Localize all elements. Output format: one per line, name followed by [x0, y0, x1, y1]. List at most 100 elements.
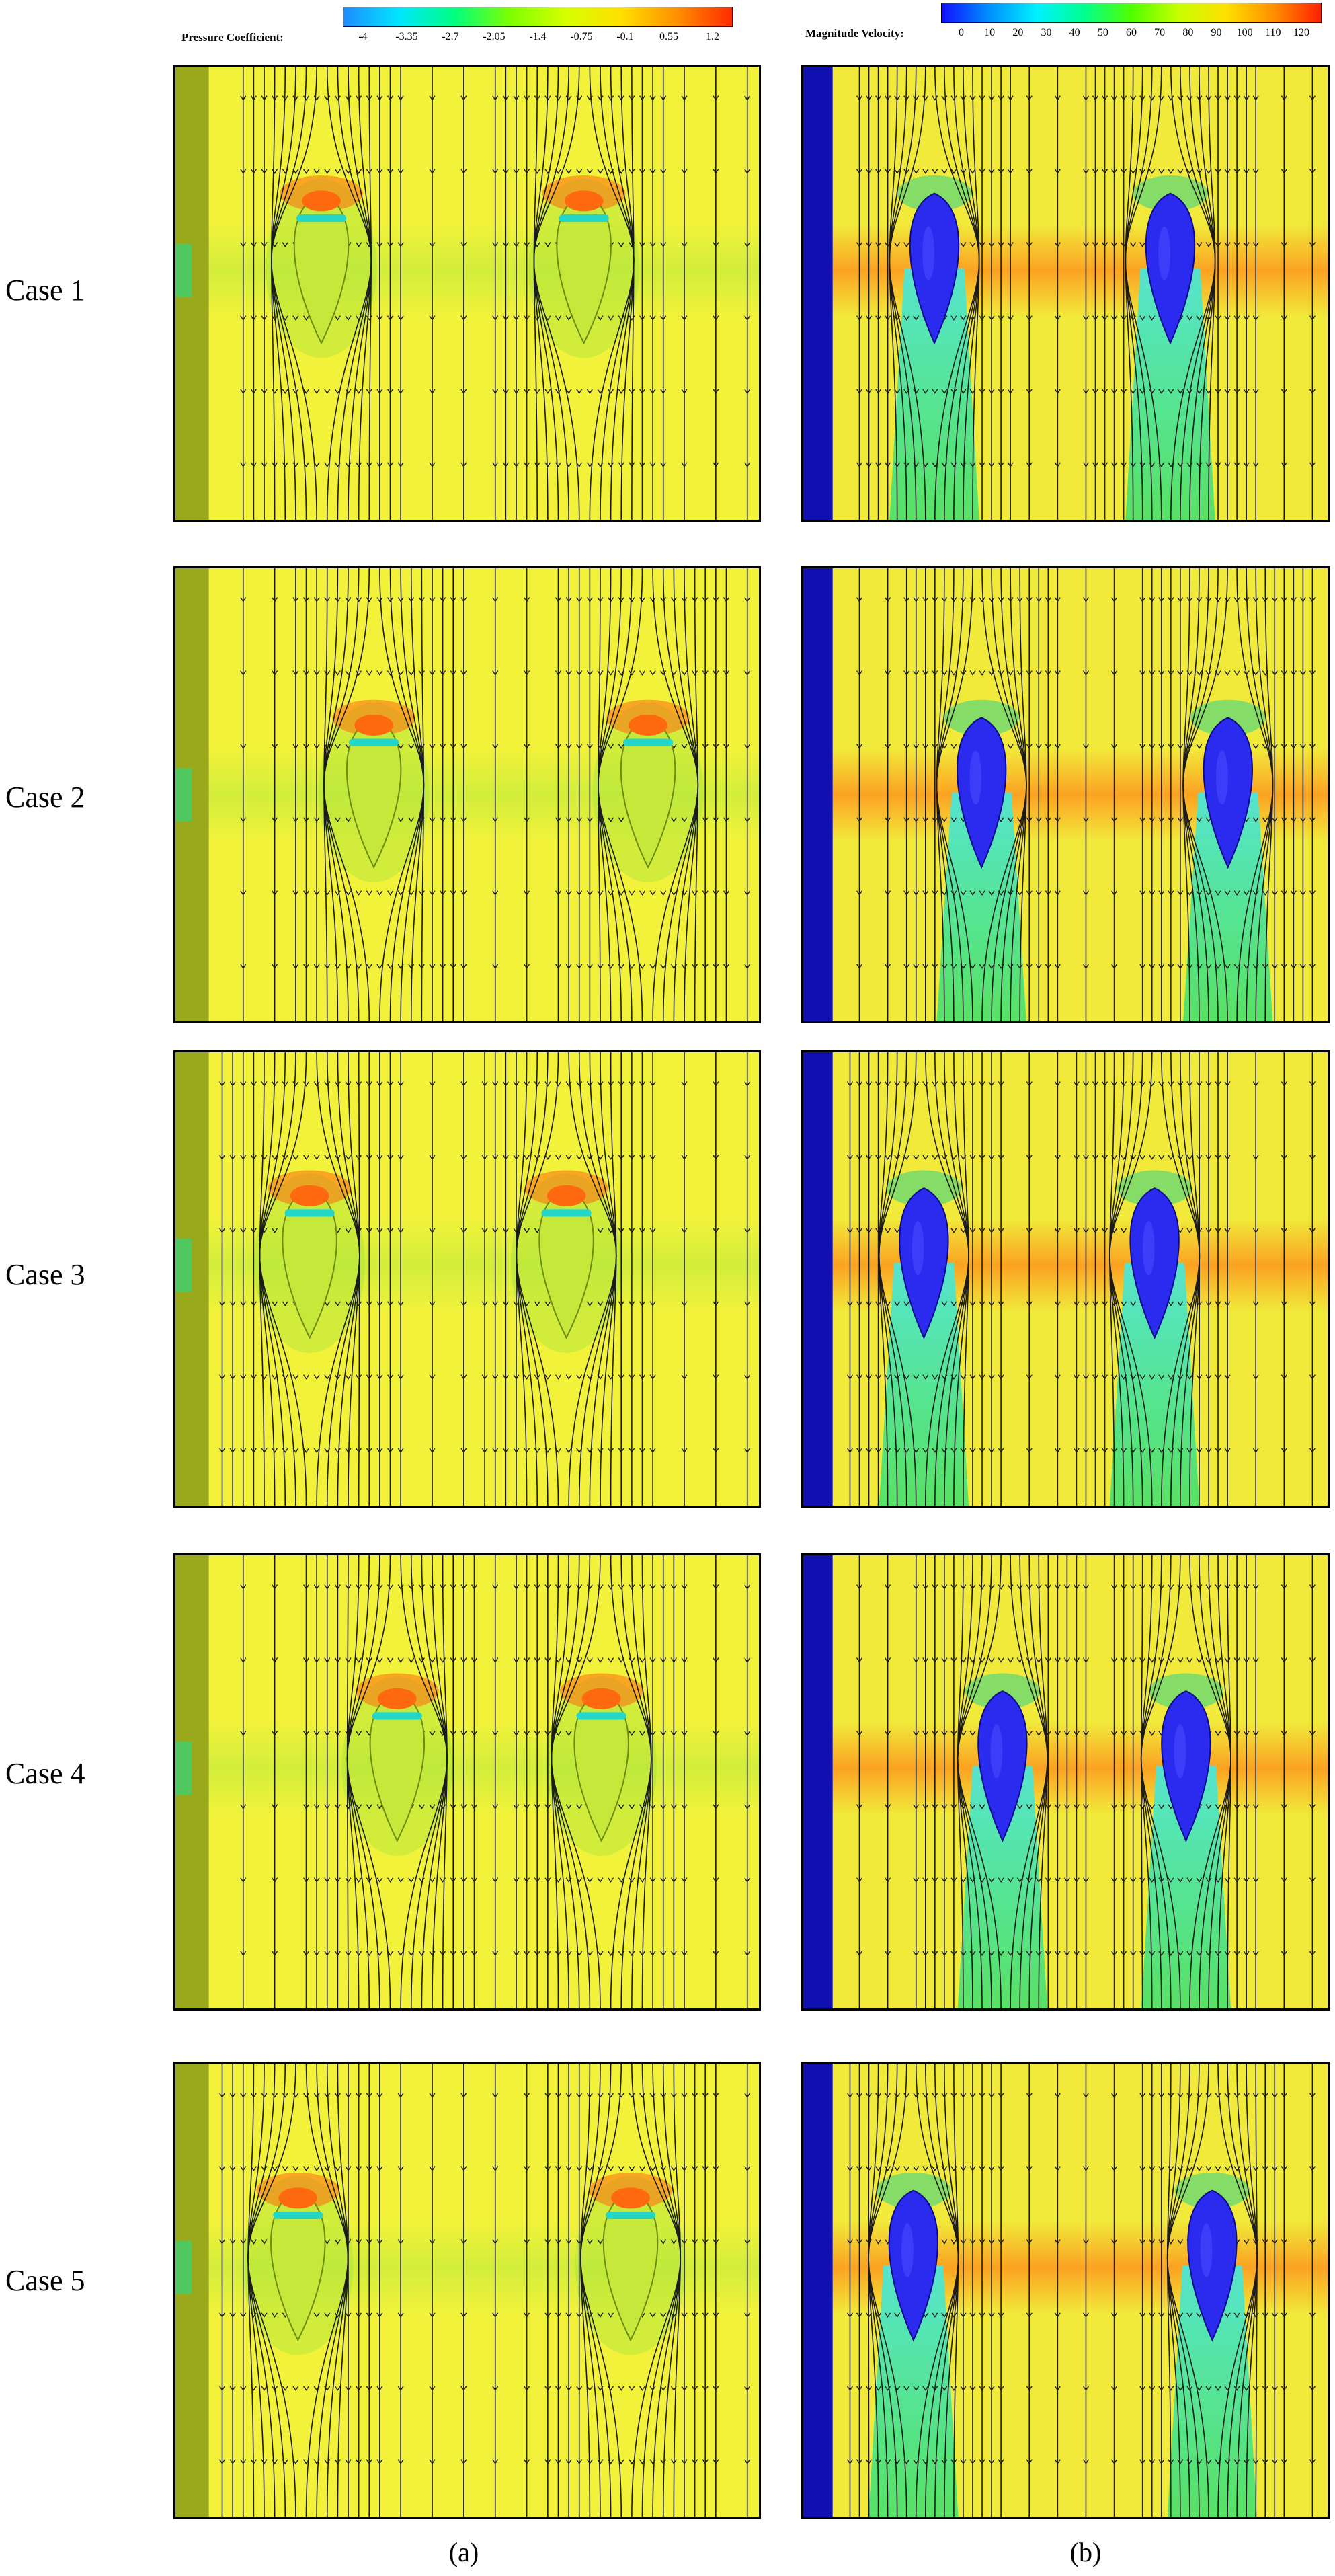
hull-shape	[909, 192, 960, 345]
wake-region	[1109, 1263, 1200, 1506]
hull-highlight	[1142, 1221, 1155, 1276]
hull-band	[273, 2211, 323, 2219]
wake-region	[889, 268, 979, 520]
pressure-tick-label: -1.4	[529, 31, 547, 42]
hull-band	[296, 214, 347, 222]
wake-region	[1167, 2265, 1258, 2517]
pressure-panel-case-4	[173, 1553, 761, 2011]
pressure-tick-label: -3.35	[395, 31, 418, 42]
flow-band	[803, 1218, 1328, 1313]
hull-nose	[611, 2187, 650, 2209]
hull-shape	[293, 192, 350, 345]
velocity-tick-label: 20	[1012, 27, 1024, 38]
velocity-panel-case-5	[801, 2062, 1330, 2519]
hull-shape	[538, 1187, 594, 1339]
wall-region	[803, 1052, 833, 1506]
wake-region	[936, 792, 1026, 1021]
hull-nose	[629, 714, 668, 736]
hull-highlight	[1174, 1724, 1186, 1779]
hull-nose	[581, 1688, 621, 1709]
hull-highlight	[922, 226, 934, 280]
hull-shape	[282, 1187, 337, 1339]
streamlines	[240, 1555, 751, 2008]
velocity-tick-label: 110	[1265, 27, 1281, 38]
pressure-panel-case-2	[173, 566, 761, 1023]
streamlines	[846, 1052, 1316, 1506]
velocity-tick-label: 60	[1126, 27, 1137, 38]
hull-shape	[1129, 1187, 1180, 1340]
hull-shape	[369, 1690, 426, 1842]
pressure-colorbar	[343, 7, 733, 27]
hull-band	[622, 738, 674, 746]
streamlines	[856, 568, 1316, 1021]
hull-nose	[564, 190, 604, 212]
hull-shape	[888, 2189, 938, 2342]
flow-band	[803, 1721, 1328, 1816]
velocity-tick-label: 40	[1069, 27, 1080, 38]
wall-region	[803, 2064, 833, 2517]
flow-band	[803, 223, 1328, 317]
wall-highlight	[175, 768, 192, 822]
velocity-panel-case-4	[801, 1553, 1330, 2011]
wake-region	[1183, 792, 1273, 1021]
hull-highlight	[990, 1724, 1003, 1779]
case-label-3: Case 3	[5, 1258, 85, 1291]
hull-shape	[1203, 717, 1253, 869]
flow-band	[175, 1721, 759, 1816]
pressure-tick-label: -4	[358, 31, 368, 42]
velocity-tick-label: 80	[1182, 27, 1194, 38]
hull-nose	[547, 1185, 586, 1206]
flow-band	[175, 1218, 759, 1313]
column-label-b: (b)	[1069, 2537, 1102, 2567]
wake-region	[1141, 1766, 1231, 2008]
hull-nose	[377, 1688, 417, 1709]
flow-band	[175, 223, 759, 317]
velocity-tick-label: 0	[959, 27, 964, 38]
velocity-colorbar	[941, 3, 1322, 23]
pressure-tick-label: 1.2	[706, 31, 719, 42]
wall-highlight	[175, 2240, 192, 2294]
hull-nose	[354, 714, 393, 736]
hull-highlight	[969, 750, 982, 805]
hull-band	[284, 1209, 335, 1217]
velocity-tick-label: 100	[1236, 27, 1253, 38]
hull-shape	[1187, 2189, 1238, 2342]
hull-band	[349, 738, 399, 746]
velocity-tick-label: 90	[1211, 27, 1222, 38]
case-label-1: Case 1	[5, 274, 85, 307]
wall-highlight	[175, 1239, 192, 1292]
hull-shape	[1145, 192, 1196, 345]
pressure-tick-label: -0.75	[570, 31, 593, 42]
wall-highlight	[175, 243, 192, 297]
pressure-panel-case-5	[173, 2062, 761, 2519]
hull-shape	[556, 192, 612, 345]
hull-shape	[270, 2189, 326, 2342]
hull-shape	[602, 2189, 659, 2342]
hull-shape	[977, 1690, 1028, 1843]
pressure-panel-case-3	[173, 1050, 761, 1508]
hull-highlight	[1216, 750, 1228, 805]
pressure-tick-label: 0.55	[659, 31, 678, 42]
pressure-tick-label: -2.7	[442, 31, 459, 42]
hull-band	[576, 1712, 626, 1720]
hull-nose	[302, 190, 341, 212]
velocity-panel-case-2	[801, 566, 1330, 1023]
hull-shape	[899, 1187, 949, 1340]
hull-highlight	[1158, 226, 1170, 280]
velocity-panel-case-3	[801, 1050, 1330, 1508]
pressure-legend-title: Pressure Coefficient:	[181, 31, 284, 44]
hull-highlight	[1200, 2223, 1213, 2277]
hull-shape	[573, 1690, 629, 1842]
pressure-panel-case-1	[173, 65, 761, 522]
case-label-5: Case 5	[5, 2264, 85, 2297]
hull-highlight	[901, 2223, 914, 2277]
hull-highlight	[912, 1221, 924, 1276]
streamlines	[240, 568, 751, 1021]
velocity-tick-label: 30	[1041, 27, 1052, 38]
velocity-panel-case-1	[801, 65, 1330, 522]
wall-region	[803, 1555, 833, 2008]
hull-shape	[346, 717, 402, 869]
velocity-tick-label: 50	[1097, 27, 1108, 38]
column-label-a: (a)	[448, 2537, 479, 2567]
hull-shape	[620, 717, 676, 869]
